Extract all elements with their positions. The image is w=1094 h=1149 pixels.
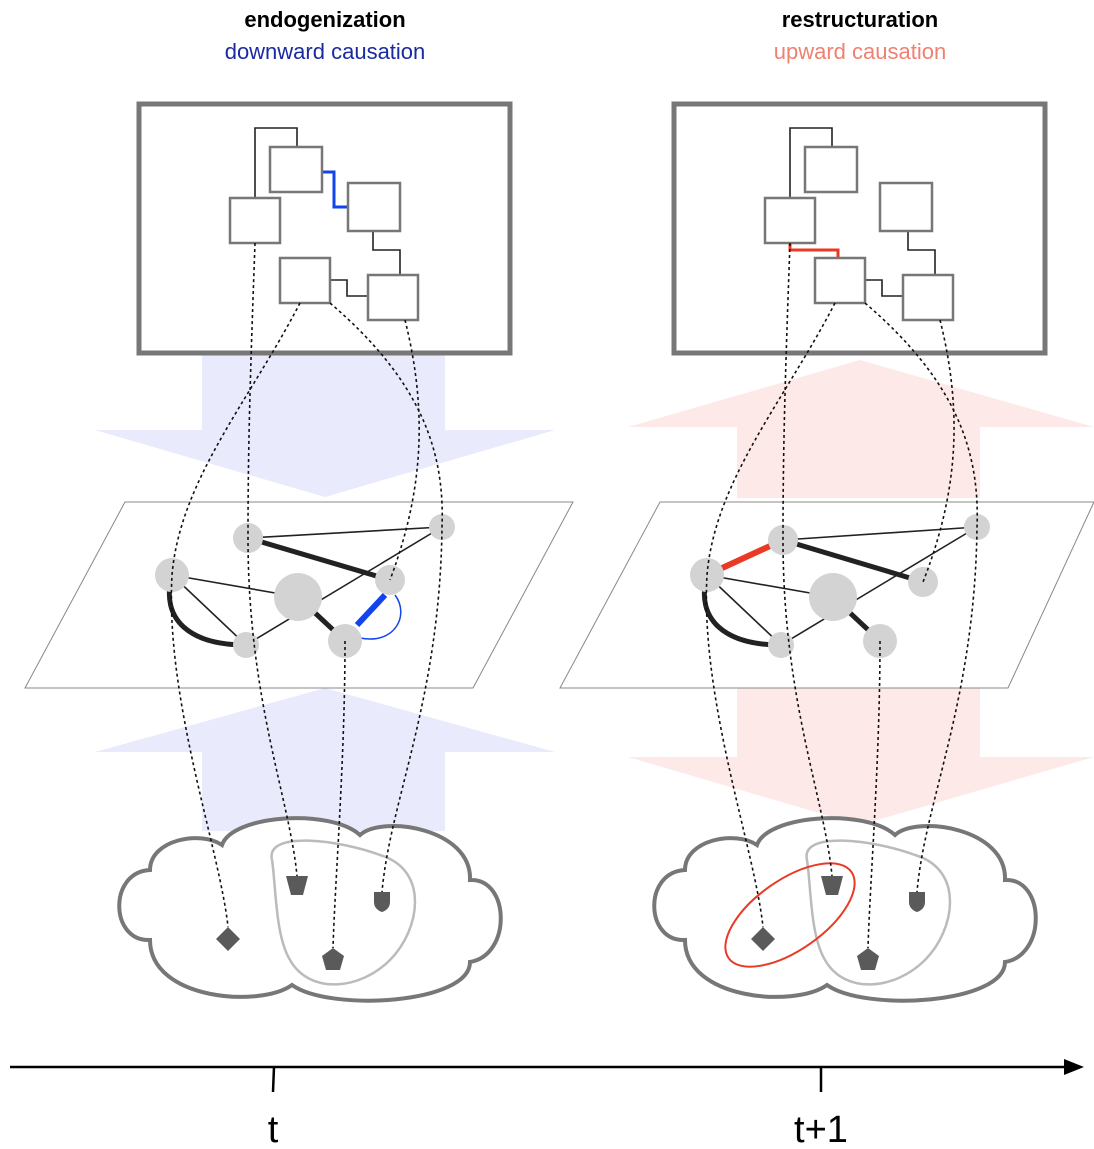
link (789, 127, 833, 200)
dotted-links (705, 242, 979, 949)
time-label: t+1 (794, 1109, 848, 1149)
new-group-loop (724, 862, 856, 968)
icon (857, 948, 879, 970)
icon (751, 927, 775, 951)
icon (909, 892, 925, 912)
panel-subtitle: downward causation (225, 39, 426, 64)
link-red (788, 243, 840, 258)
square (366, 273, 420, 322)
link (907, 231, 936, 275)
panel-title: restructuration (782, 7, 938, 32)
macro-box (136, 101, 513, 356)
icon (216, 927, 240, 951)
right-panel: restructuration upward causation (559, 7, 1094, 1003)
panel-title: endogenization (244, 7, 405, 32)
link (330, 279, 368, 297)
icon (821, 876, 843, 895)
downward-arrow (628, 688, 1094, 825)
network (155, 514, 455, 658)
square (901, 273, 955, 322)
plane (24, 501, 574, 689)
network (690, 514, 990, 658)
downward-arrow (95, 355, 555, 497)
group-loop (270, 839, 417, 986)
square (268, 145, 324, 194)
dotted-links (170, 242, 444, 949)
square (228, 196, 282, 245)
panel-subtitle: upward causation (774, 39, 946, 64)
left-panel: endogenization downward causation (24, 7, 574, 1003)
link (865, 279, 903, 297)
icon (286, 876, 308, 895)
cloud (117, 816, 503, 1003)
time-axis: t t+1 (10, 1059, 1084, 1149)
macro-box (671, 101, 1048, 356)
time-label: t (268, 1109, 279, 1149)
plane (559, 501, 1094, 689)
square (878, 181, 934, 233)
upward-arrow (628, 360, 1094, 498)
link-blue (322, 170, 348, 209)
square (813, 256, 867, 305)
icon (374, 892, 390, 912)
link (372, 231, 401, 275)
tick (271, 1066, 276, 1093)
square (763, 196, 817, 245)
link (254, 127, 298, 200)
square (803, 145, 859, 194)
icon (322, 948, 344, 970)
upward-arrow (95, 688, 555, 831)
square (346, 181, 402, 233)
square (278, 256, 332, 305)
